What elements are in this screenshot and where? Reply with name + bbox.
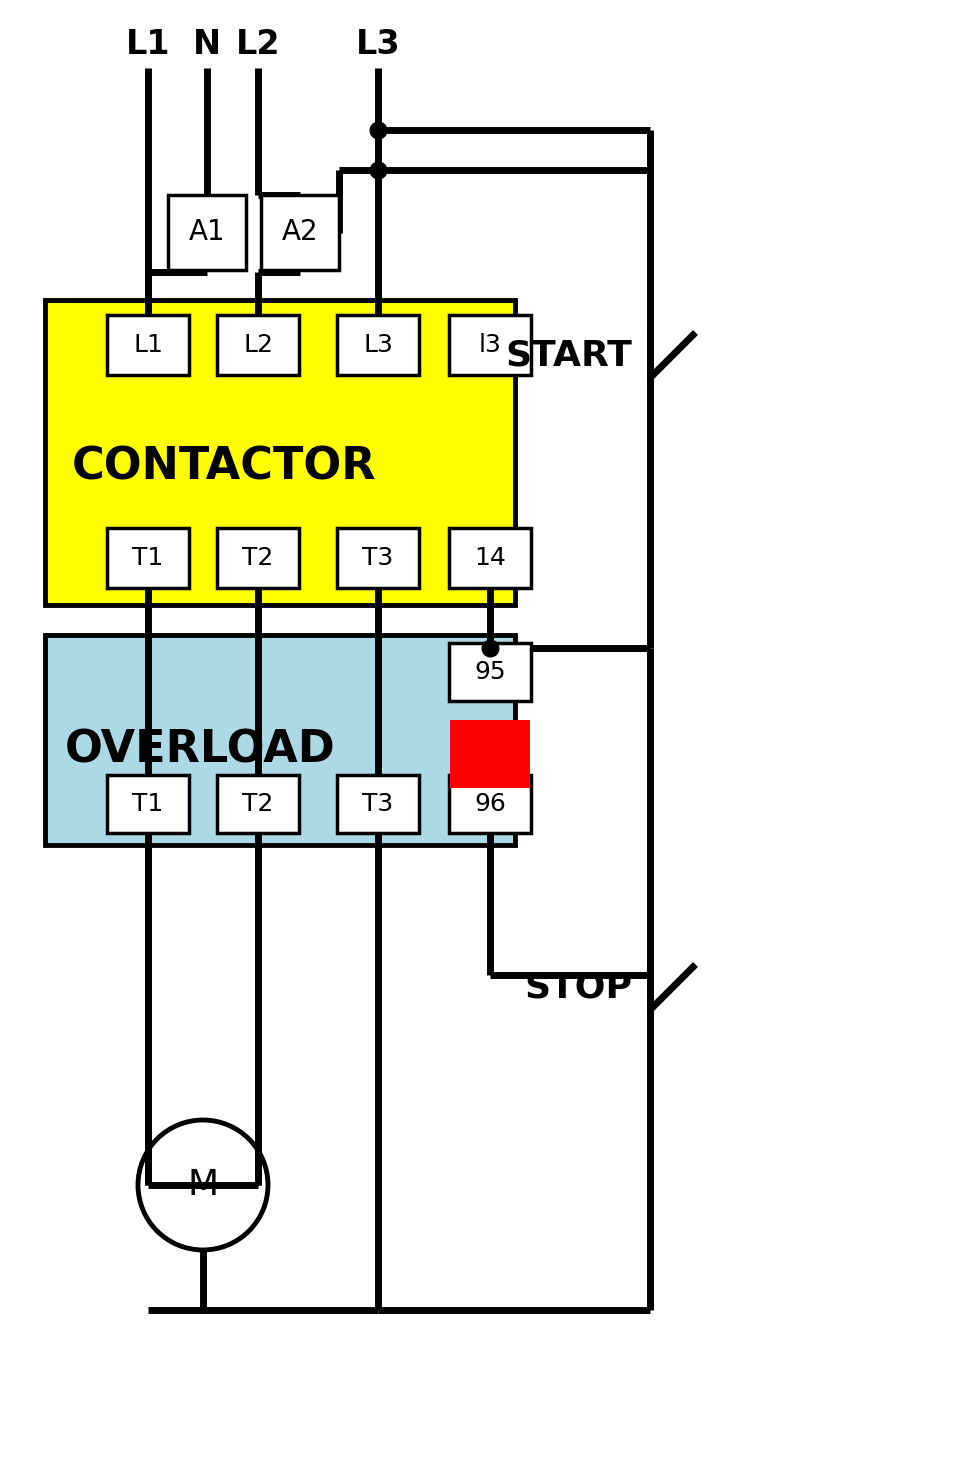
- FancyBboxPatch shape: [107, 528, 189, 588]
- Text: L3: L3: [363, 333, 393, 357]
- FancyBboxPatch shape: [337, 776, 419, 833]
- Text: L1: L1: [133, 333, 163, 357]
- Text: T3: T3: [362, 792, 394, 815]
- Text: T3: T3: [362, 546, 394, 570]
- FancyBboxPatch shape: [337, 528, 419, 588]
- Text: T2: T2: [242, 546, 274, 570]
- Text: 14: 14: [474, 546, 506, 570]
- FancyBboxPatch shape: [168, 195, 246, 269]
- Text: 95: 95: [474, 660, 506, 684]
- Text: T2: T2: [242, 792, 274, 815]
- Text: l3: l3: [478, 333, 501, 357]
- Text: L2: L2: [243, 333, 273, 357]
- FancyBboxPatch shape: [45, 300, 515, 605]
- Text: N: N: [193, 28, 221, 62]
- FancyBboxPatch shape: [217, 315, 299, 374]
- FancyBboxPatch shape: [107, 776, 189, 833]
- FancyBboxPatch shape: [450, 719, 530, 787]
- Text: M: M: [188, 1168, 219, 1202]
- FancyBboxPatch shape: [449, 642, 531, 702]
- FancyBboxPatch shape: [449, 528, 531, 588]
- Text: L3: L3: [355, 28, 401, 62]
- FancyBboxPatch shape: [217, 528, 299, 588]
- Text: START: START: [505, 339, 632, 373]
- FancyBboxPatch shape: [337, 315, 419, 374]
- Text: T1: T1: [133, 546, 164, 570]
- FancyBboxPatch shape: [107, 315, 189, 374]
- Text: A1: A1: [189, 219, 226, 247]
- FancyBboxPatch shape: [449, 776, 531, 833]
- Text: A2: A2: [282, 219, 318, 247]
- FancyBboxPatch shape: [449, 315, 531, 374]
- Text: 96: 96: [474, 792, 506, 815]
- Text: STOP: STOP: [524, 971, 632, 1005]
- FancyBboxPatch shape: [45, 635, 515, 845]
- Text: L2: L2: [236, 28, 281, 62]
- Text: CONTACTOR: CONTACTOR: [72, 445, 376, 488]
- Text: L1: L1: [126, 28, 170, 62]
- FancyBboxPatch shape: [261, 195, 339, 269]
- Text: T1: T1: [133, 792, 164, 815]
- Text: OVERLOAD: OVERLOAD: [65, 728, 336, 771]
- FancyBboxPatch shape: [217, 776, 299, 833]
